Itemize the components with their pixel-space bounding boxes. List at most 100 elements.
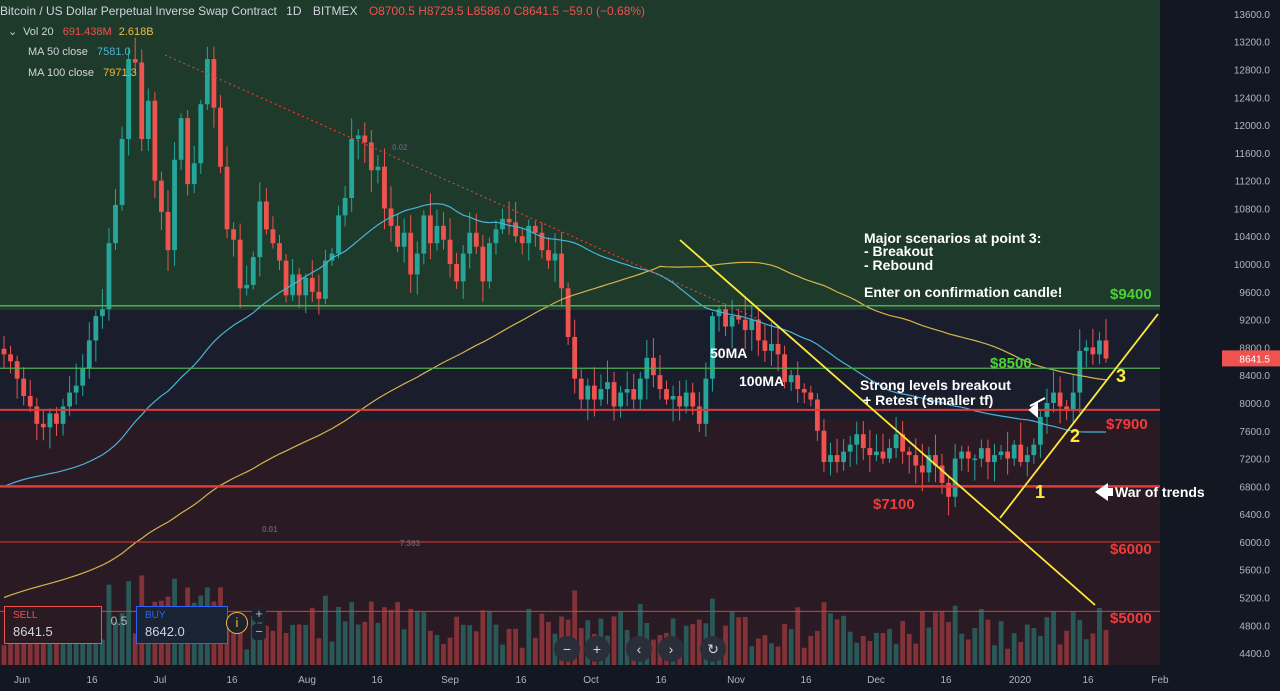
time-tick-label: 16 [800, 675, 812, 686]
candle-body [919, 465, 925, 473]
price-tick-label: 13200.0 [1234, 38, 1271, 49]
time-tick-label: 16 [371, 675, 383, 686]
annotation-breakout: Strong levels breakout [860, 377, 1011, 393]
plus-icon[interactable]: + [252, 606, 266, 622]
candle-body [539, 232, 545, 251]
candle-body [263, 201, 269, 230]
candle-body [172, 159, 177, 251]
volume-bar [113, 622, 118, 665]
scroll-right-button[interactable]: › [658, 636, 684, 662]
volume-bar [782, 623, 787, 665]
candle-body [677, 396, 683, 407]
volume-bar [834, 619, 840, 665]
candle-body [900, 434, 906, 452]
indicator-ma50[interactable]: MA 50 close 7581.0 [28, 46, 131, 58]
volume-bar [250, 615, 256, 665]
volume-bar [874, 632, 879, 665]
volume-bar [126, 581, 132, 665]
volume-bar [427, 630, 433, 665]
volume-bar [316, 638, 322, 665]
volume-bar [375, 622, 381, 665]
volume-bar [106, 584, 112, 665]
candle-body [985, 448, 991, 463]
last-price-marker [1222, 350, 1280, 367]
indicator-label: Vol 20 [23, 26, 54, 38]
sell-label: SELL [13, 610, 38, 621]
annotation-retest: + Retest (smaller tf) [863, 392, 993, 408]
time-tick-label: Dec [867, 675, 885, 686]
reset-chart-button[interactable]: ↻ [700, 636, 726, 662]
candle-body [441, 225, 446, 240]
volume-bar [710, 598, 715, 665]
volume-bar [814, 630, 820, 665]
sell-button[interactable]: SELL 8641.5 [4, 606, 102, 644]
annotation-war-of-trends: War of trends [1115, 484, 1205, 500]
price-tick-label: 12800.0 [1234, 65, 1271, 76]
price-axis[interactable] [1222, 0, 1280, 667]
candle-body [1005, 451, 1011, 459]
price-tick-label: 6000.0 [1239, 538, 1270, 549]
indicator-volume[interactable]: ⌄ Vol 20 691.438M 2.618B [8, 25, 154, 38]
volume-bar [1077, 619, 1083, 665]
candle-body [874, 451, 879, 456]
candle-body [395, 225, 400, 247]
time-tick-label: Nov [727, 675, 745, 686]
volume-bar [769, 643, 774, 665]
volume-bar [775, 646, 781, 665]
candle-body [893, 434, 899, 449]
price-tick-label: 8400.0 [1239, 371, 1270, 382]
label-8500: $8500 [990, 355, 1032, 372]
candle-body [349, 138, 355, 199]
candle-body [99, 309, 105, 317]
left-arrow-icon [1095, 483, 1113, 501]
volume-bar [893, 643, 899, 665]
info-icon[interactable]: i [226, 612, 248, 634]
volume-bar [1057, 644, 1063, 665]
volume-bar [1044, 617, 1050, 665]
candle-body [113, 204, 118, 244]
candle-body [139, 62, 145, 139]
volume-bar [513, 628, 519, 665]
volume-bar [500, 644, 505, 665]
indicator-value: 7581.0 [96, 46, 131, 58]
candle-body [277, 243, 282, 261]
candle-body [591, 385, 597, 400]
volume-bar [421, 612, 427, 665]
symbol-title[interactable]: Bitcoin / US Dollar Perpetual Inverse Sw… [0, 4, 277, 18]
indicator-ma100[interactable]: MA 100 close 7971.3 [28, 67, 137, 79]
candle-body [683, 392, 689, 407]
volume-bar [637, 604, 643, 665]
volume-bar [526, 608, 532, 665]
volume-bar [73, 639, 79, 665]
ohlc-values: O8700.5 H8729.5 L8586.0 C8641.5 −59.0 (−… [368, 4, 646, 18]
zoom-out-button[interactable]: − [554, 636, 580, 662]
candle-body [762, 340, 768, 351]
volume-bar [618, 611, 623, 665]
candle-body [880, 451, 886, 459]
candle-body [355, 135, 361, 139]
time-axis[interactable] [0, 667, 1280, 691]
candle-body [631, 389, 637, 400]
interval[interactable]: 1D [286, 4, 302, 18]
volume-bar [1024, 624, 1030, 665]
minus-icon[interactable]: − [252, 624, 266, 640]
volume-bar [1090, 633, 1096, 665]
chevron-down-icon[interactable]: ⌄ [8, 26, 18, 38]
buy-button[interactable]: BUY 8642.0 [136, 606, 228, 644]
candle-body [703, 378, 709, 424]
candle-body [60, 406, 66, 424]
zoom-in-button[interactable]: + [584, 636, 610, 662]
scroll-left-button[interactable]: ‹ [626, 636, 652, 662]
ma50-line [3, 203, 1106, 487]
price-tick-label: 10000.0 [1234, 260, 1271, 271]
indicator-label: MA 100 close [28, 67, 95, 79]
candle-body [362, 135, 368, 143]
time-tick-label: 16 [940, 675, 952, 686]
volume-bar [1070, 612, 1076, 665]
downtrend-dotted-line [164, 54, 761, 321]
candle-body [204, 59, 210, 105]
price-tick-label: 6800.0 [1239, 482, 1270, 493]
candle-body [93, 316, 99, 341]
candle-body [178, 118, 184, 160]
